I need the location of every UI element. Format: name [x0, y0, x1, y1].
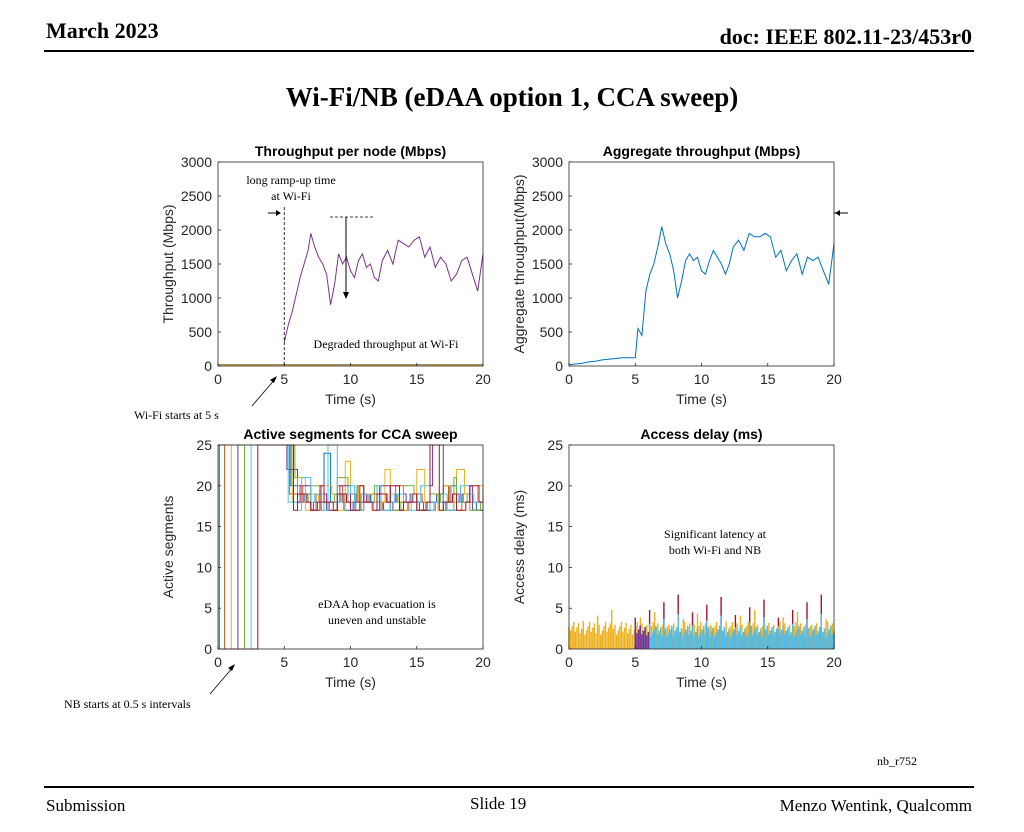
aggregate-arrow-head: [835, 210, 840, 216]
x-tick-label: 0: [214, 654, 222, 670]
y-tick-label: 10: [547, 559, 563, 575]
ramp-arrow-left-head: [276, 210, 281, 216]
x-tick-label: 0: [565, 654, 573, 670]
x-tick-label: 5: [631, 371, 639, 387]
y-tick-label: 10: [196, 559, 212, 575]
nb-start-pointer: [209, 665, 235, 695]
header-doc-id: doc: IEEE 802.11-23/453r0: [719, 24, 972, 49]
slide-title: Wi-Fi/NB (eDAA option 1, CCA sweep): [285, 82, 739, 112]
chart-title: Active segments for CCA sweep: [243, 426, 457, 442]
chart-title: Access delay (ms): [640, 426, 762, 442]
chart-title: Throughput per node (Mbps): [255, 143, 446, 159]
y-tick-label: 1500: [181, 256, 212, 272]
y-tick-label: 5: [555, 600, 563, 616]
header-rule: [44, 50, 974, 52]
plot-background: [569, 162, 834, 366]
y-tick-label: 500: [540, 324, 564, 340]
y-tick-label: 1000: [181, 290, 212, 306]
footer-submission: Submission: [46, 796, 126, 815]
plot-background: [218, 162, 483, 366]
x-tick-label: 10: [343, 371, 359, 387]
ref-code: nb_r752: [877, 754, 917, 768]
y-tick-label: 3000: [181, 154, 212, 170]
plot-background: [569, 445, 834, 649]
x-axis-label: Time (s): [676, 674, 727, 690]
charts-area: 0 5 10 15 20050010001500200025003000Throughp…: [160, 143, 848, 695]
hop-evac-note: eDAA hop evacuation is uneven and unstab…: [318, 597, 436, 627]
y-tick-label: 2500: [181, 188, 212, 204]
y-tick-label: 0: [204, 358, 212, 374]
y-tick-label: 2000: [181, 222, 212, 238]
y-tick-label: 500: [189, 324, 213, 340]
x-axis-label: Time (s): [325, 674, 376, 690]
chart-title: Aggregate throughput (Mbps): [603, 143, 801, 159]
y-axis-label: Access delay (ms): [511, 490, 527, 604]
x-tick-label: 20: [826, 371, 842, 387]
wifi-start-pointer-head: [270, 376, 277, 383]
x-tick-label: 15: [760, 371, 776, 387]
y-tick-label: 15: [547, 519, 563, 535]
x-tick-label: 10: [694, 654, 710, 670]
x-tick-label: 10: [694, 371, 710, 387]
footer-rule: [44, 786, 974, 788]
footer-author: Menzo Wentink, Qualcomm: [779, 796, 972, 815]
y-tick-label: 20: [547, 478, 563, 494]
header-date: March 2023: [46, 18, 159, 43]
chart-4: 0 5 10 15 20 0 5 10 15 20 25 Access delay (ms) Time …: [511, 426, 842, 690]
y-tick-label: 0: [555, 641, 563, 657]
series-line-7: [218, 444, 484, 650]
nb-starts-note: NB starts at 0.5 s intervals: [64, 697, 191, 711]
x-axis-label: Time (s): [325, 391, 376, 407]
x-tick-label: 15: [409, 371, 425, 387]
y-tick-label: 20: [196, 478, 212, 494]
x-tick-label: 10: [343, 654, 359, 670]
x-tick-label: 20: [826, 654, 842, 670]
y-tick-label: 2000: [532, 222, 563, 238]
y-tick-label: 25: [547, 437, 563, 453]
degraded-arrow-head: [343, 292, 349, 299]
series-line-1: [568, 226, 835, 366]
series-line-1: [283, 233, 484, 343]
y-tick-label: 3000: [532, 154, 563, 170]
x-tick-label: 5: [280, 654, 288, 670]
x-axis-label: Time (s): [676, 391, 727, 407]
degraded-note: Degraded throughput at Wi-Fi: [313, 337, 459, 351]
chart-1: 0 5 10 15 20 0 500 1000 1500 2000 2500 3000 Throughp…: [160, 143, 491, 407]
x-tick-label: 20: [475, 371, 491, 387]
y-tick-label: 25: [196, 437, 212, 453]
x-tick-label: 5: [631, 654, 639, 670]
chart-2: 0 5 10 15 20 0 500 1000 1500 2000 2500 3000 Aggregat…: [511, 143, 842, 407]
y-axis-label: Active segments: [160, 496, 176, 599]
x-tick-label: 0: [214, 371, 222, 387]
x-tick-label: 0: [565, 371, 573, 387]
footer-slide-number: Slide 19: [470, 794, 527, 813]
nb-start-pointer-head: [228, 664, 235, 671]
x-tick-label: 20: [475, 654, 491, 670]
latency-note: Significant latency at both Wi-Fi and NB: [664, 527, 766, 557]
x-tick-label: 15: [409, 654, 425, 670]
y-tick-label: 0: [204, 641, 212, 657]
y-tick-label: 5: [204, 600, 212, 616]
y-tick-label: 0: [555, 358, 563, 374]
ramp-up-note: long ramp-up time at Wi-Fi: [246, 173, 336, 203]
chart-3: 0 5 10 15 20 0 5 10 15 20 25 Active segments for CC…: [160, 426, 491, 690]
x-tick-label: 15: [760, 654, 776, 670]
y-tick-label: 1000: [532, 290, 563, 306]
y-tick-label: 2500: [532, 188, 563, 204]
wifi-start-pointer: [251, 377, 277, 407]
y-axis-label: Throughput (Mbps): [160, 204, 176, 323]
x-tick-label: 5: [280, 371, 288, 387]
y-tick-label: 15: [196, 519, 212, 535]
wifi-starts-note: Wi-Fi starts at 5 s: [134, 408, 219, 422]
y-tick-label: 1500: [532, 256, 563, 272]
y-axis-label: Aggregate throughput(Mbps): [511, 175, 527, 354]
